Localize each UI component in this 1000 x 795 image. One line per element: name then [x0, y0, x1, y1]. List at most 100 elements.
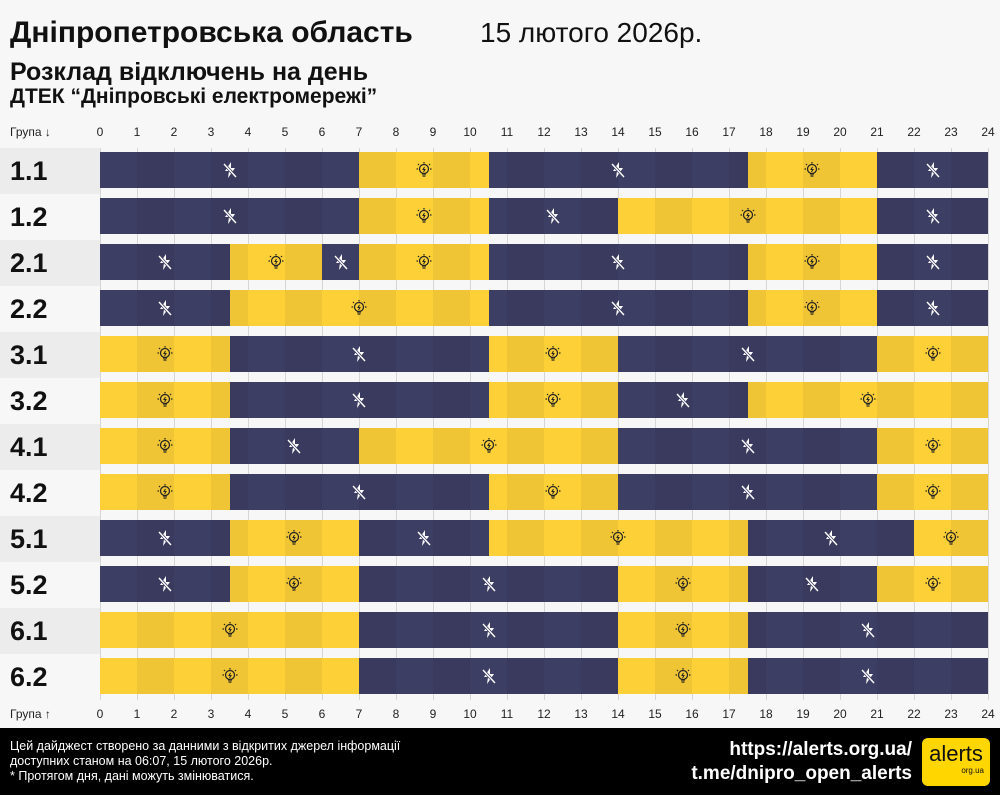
hour-shade [803, 244, 840, 280]
hour-shade [211, 290, 248, 326]
light-bulb-icon [674, 667, 692, 685]
hour-shade [211, 520, 248, 556]
x-tick-label: 0 [96, 707, 104, 721]
x-tick-label: 15 [648, 125, 662, 139]
logo-text: alerts [929, 741, 983, 766]
x-tick-label: 18 [759, 125, 773, 139]
group-label: 2.1 [0, 240, 100, 286]
hour-shade [581, 474, 618, 510]
x-axis-top: Група ↓ 0 1 2 3 4 5 6 7 8 9 10 11 12 13 14 15 16 17 18 19 20… [0, 120, 1000, 144]
grid-line [988, 608, 989, 654]
site-link[interactable]: https://alerts.org.ua/ [729, 739, 912, 760]
hour-shade [433, 474, 470, 510]
hour-shade [359, 244, 396, 280]
hour-shade [803, 152, 840, 188]
hour-shade [507, 520, 544, 556]
hour-shade [655, 658, 692, 694]
hour-shade [507, 290, 544, 326]
group-label: 1.1 [0, 148, 100, 194]
light-bulb-icon [221, 621, 239, 639]
hour-shade [507, 198, 544, 234]
x-tick-label: 20 [833, 125, 847, 139]
x-tick-label: 23 [944, 707, 958, 721]
light-bulb-icon [803, 299, 821, 317]
hour-shade [803, 290, 840, 326]
hour-shade [951, 612, 988, 648]
hour-shade [581, 566, 618, 602]
hour-shade [359, 658, 396, 694]
power-off-icon [480, 667, 498, 685]
light-bulb-icon [924, 345, 942, 363]
hour-shade [285, 198, 322, 234]
x-tick-label: 8 [392, 125, 400, 139]
light-bulb-icon [415, 161, 433, 179]
subtitle: Розклад відключень на день [10, 58, 369, 86]
power-off-icon [739, 345, 757, 363]
grid-line [988, 148, 989, 194]
x-tick-label: 20 [833, 707, 847, 721]
power-off-icon [822, 529, 840, 547]
light-bulb-icon [480, 437, 498, 455]
power-off-icon [221, 161, 239, 179]
note-line-2: доступних станом на 06:07, 15 лютого 202… [10, 754, 273, 768]
hour-shade [285, 612, 322, 648]
light-bulb-icon [674, 621, 692, 639]
power-off-icon [609, 161, 627, 179]
x-tick-label: 19 [796, 125, 810, 139]
group-row-1.2: 1.2 [0, 194, 1000, 240]
x-tick-label: 23 [944, 125, 958, 139]
x-tick-label: 22 [907, 707, 921, 721]
light-bulb-icon [156, 345, 174, 363]
group-label: 4.2 [0, 470, 100, 516]
power-off-icon [674, 391, 692, 409]
hour-shade [211, 474, 248, 510]
telegram-link[interactable]: t.me/dnipro_open_alerts [691, 763, 912, 784]
hour-shade [433, 152, 470, 188]
grid-line [988, 286, 989, 332]
x-tick-label: 6 [318, 707, 326, 721]
x-tick-label: 0 [96, 125, 104, 139]
hour-shade [877, 612, 914, 648]
hour-shade [433, 244, 470, 280]
light-bulb-icon [803, 253, 821, 271]
hour-shade [359, 474, 396, 510]
hour-shade [359, 520, 396, 556]
group-row-5.2: 5.2 [0, 562, 1000, 608]
hour-shade [877, 198, 914, 234]
hour-shade [211, 244, 248, 280]
hour-shade [433, 658, 470, 694]
hour-shade [507, 474, 544, 510]
hour-shade [877, 520, 914, 556]
light-bulb-icon [415, 207, 433, 225]
hour-shade [877, 658, 914, 694]
hour-shade [655, 428, 692, 464]
grid-line [988, 332, 989, 378]
hour-shade [877, 244, 914, 280]
hour-shade [433, 520, 470, 556]
hour-shade [137, 474, 174, 510]
x-tick-label: 11 [500, 707, 514, 721]
grid-line [988, 470, 989, 516]
x-tick-label: 2 [170, 707, 178, 721]
x-tick-label: 16 [685, 707, 699, 721]
x-tick-label: 22 [907, 125, 921, 139]
hour-shade [137, 428, 174, 464]
hour-shade [433, 566, 470, 602]
hour-shade [655, 290, 692, 326]
grid-line [988, 424, 989, 470]
group-row-2.2: 2.2 [0, 286, 1000, 332]
power-off-icon [924, 161, 942, 179]
light-bulb-icon [609, 529, 627, 547]
grid-line [988, 516, 989, 562]
hour-shade [581, 290, 618, 326]
hour-shade [803, 658, 840, 694]
hour-shade [655, 520, 692, 556]
light-bulb-icon [942, 529, 960, 547]
alerts-logo: alerts org.ua [922, 738, 990, 786]
hour-shade [655, 474, 692, 510]
hour-shade [507, 428, 544, 464]
hour-shade [507, 336, 544, 372]
hour-shade [211, 382, 248, 418]
hour-shade [581, 382, 618, 418]
x-tick-label: 1 [133, 125, 141, 139]
